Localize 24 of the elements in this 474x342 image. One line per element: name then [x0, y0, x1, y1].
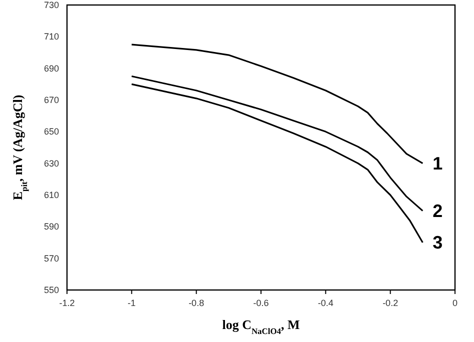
- y-tick-label: 550: [44, 285, 59, 295]
- x-tick-label: -0.2: [382, 298, 398, 308]
- series-label: 3: [432, 232, 443, 252]
- y-tick-label: 570: [44, 253, 59, 264]
- y-tick-label: 610: [44, 190, 59, 200]
- x-tick-label: 0: [452, 298, 458, 308]
- y-tick-label: 650: [44, 126, 59, 137]
- y-tick-label: 730: [44, 0, 59, 10]
- line-series: [130, 83, 424, 244]
- x-tick-label: -0.6: [253, 298, 269, 308]
- series-label: 2: [432, 200, 443, 221]
- x-tick-label: -1: [128, 298, 136, 308]
- y-tick-label: 690: [44, 63, 59, 74]
- line-series: [130, 44, 424, 164]
- y-tick-label: 670: [44, 95, 59, 105]
- x-tick-label: -0.8: [188, 298, 204, 308]
- x-tick-label: -0.4: [318, 298, 334, 308]
- y-tick-label: 710: [44, 32, 59, 42]
- series-label: 1: [432, 153, 443, 174]
- x-axis-title: log C$_{NaClO4}$, M: [222, 317, 300, 336]
- y-tick-label: 630: [44, 158, 59, 168]
- x-tick-label: -1.2: [59, 298, 75, 308]
- line-series: [130, 75, 424, 212]
- y-tick-label: 590: [44, 222, 59, 232]
